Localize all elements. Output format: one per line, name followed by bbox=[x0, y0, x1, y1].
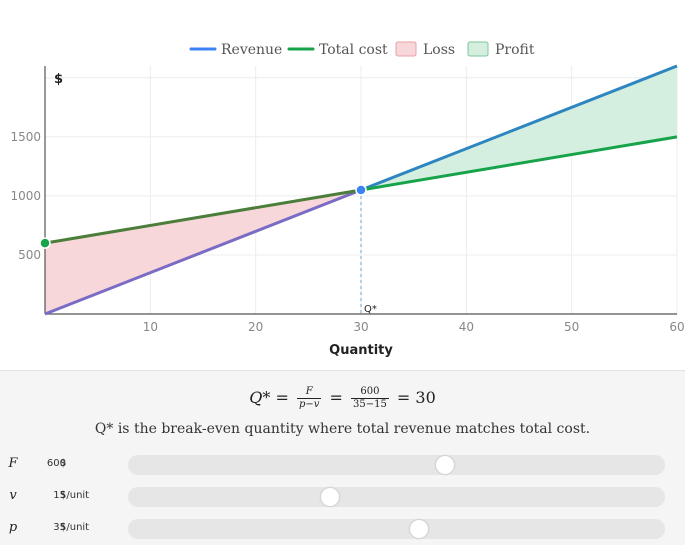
axes bbox=[44, 66, 677, 315]
formula-numeric-fraction: 600 35−15 bbox=[350, 386, 389, 411]
markers bbox=[39, 184, 367, 249]
x-tick-label: 40 bbox=[459, 320, 474, 334]
formula-n-denominator: 35−15 bbox=[352, 399, 387, 410]
slider-thumb[interactable] bbox=[435, 456, 454, 474]
y-tick-label: 1000 bbox=[10, 189, 41, 203]
control-symbol: F bbox=[8, 456, 18, 471]
fixed-cost-point bbox=[39, 237, 51, 249]
revenue-line-loss-segment bbox=[44, 188, 362, 316]
legend-swatch bbox=[467, 41, 489, 57]
legend-revenue: Revenue bbox=[189, 42, 282, 58]
formula-caption: Q* is the break-even quantity where tota… bbox=[94, 421, 591, 437]
legend-loss: Loss bbox=[395, 41, 455, 58]
series-lines bbox=[44, 64, 678, 316]
cost-line-loss-segment bbox=[44, 188, 362, 245]
x-tick-label: 50 bbox=[564, 320, 579, 334]
control-symbol: v bbox=[9, 488, 17, 503]
x-tick-label: 20 bbox=[248, 320, 263, 334]
y-tick-label: 500 bbox=[18, 248, 41, 262]
x-tick-label: 60 bbox=[669, 320, 684, 334]
break-even-point bbox=[355, 184, 367, 196]
total-cost-line bbox=[360, 135, 678, 192]
formula-symbolic-fraction: F p−v bbox=[296, 386, 322, 411]
formula-n-numerator: 600 bbox=[350, 386, 389, 399]
slider-thumb[interactable] bbox=[321, 488, 340, 506]
y-axis-label: $ bbox=[54, 72, 63, 87]
formula-f-denominator: p−v bbox=[298, 399, 320, 410]
control-row-price: p 35 $/unit bbox=[0, 518, 685, 540]
variable-cost-slider[interactable] bbox=[128, 487, 665, 507]
labels: 10 20 30 40 50 60 500 1000 1500 $ Quantity Q* bbox=[10, 72, 684, 358]
formula-f-numerator: F bbox=[296, 386, 322, 399]
legend-label: Loss bbox=[423, 42, 455, 58]
price-slider[interactable] bbox=[128, 519, 665, 539]
x-axis-label: Quantity bbox=[329, 343, 393, 358]
legend-label: Total cost bbox=[319, 42, 388, 58]
legend-profit: Profit bbox=[467, 41, 535, 58]
legend-total-cost: Total cost bbox=[287, 42, 388, 58]
legend-label: Revenue bbox=[221, 42, 282, 58]
control-symbol: p bbox=[8, 520, 18, 535]
break-even-label: Q* bbox=[364, 304, 377, 315]
slider-thumb[interactable] bbox=[410, 520, 429, 538]
legend-label: Profit bbox=[495, 42, 535, 58]
control-row-variable-cost: v 15 $/unit bbox=[0, 486, 685, 508]
control-unit: $/unit bbox=[60, 522, 90, 533]
control-value: 15 bbox=[53, 490, 66, 501]
control-panel: Q* = F p−v = 600 35−15 = 30 Q* is the br… bbox=[0, 370, 685, 545]
formula-lhs: Q* bbox=[249, 388, 271, 407]
revenue-line bbox=[360, 64, 678, 192]
x-tick-label: 30 bbox=[353, 320, 368, 334]
break-even-chart: 10 20 30 40 50 60 500 1000 1500 $ Quantity Q* Reven… bbox=[10, 41, 685, 358]
legend: Revenue Total cost Loss Profit bbox=[189, 41, 535, 58]
control-unit: $ bbox=[60, 458, 67, 469]
legend-swatch bbox=[395, 41, 417, 57]
control-row-fixed-cost: F 600 $ bbox=[0, 454, 685, 476]
control-value: 35 bbox=[53, 522, 66, 533]
break-even-formula: Q* = F p−v = 600 35−15 = 30 bbox=[249, 386, 436, 411]
fixed-cost-slider[interactable] bbox=[128, 455, 665, 475]
x-tick-label: 10 bbox=[143, 320, 158, 334]
formula-result: 30 bbox=[415, 388, 436, 407]
control-value: 600 bbox=[46, 458, 66, 469]
y-tick-label: 1500 bbox=[10, 130, 41, 144]
control-unit: $/unit bbox=[60, 490, 90, 501]
